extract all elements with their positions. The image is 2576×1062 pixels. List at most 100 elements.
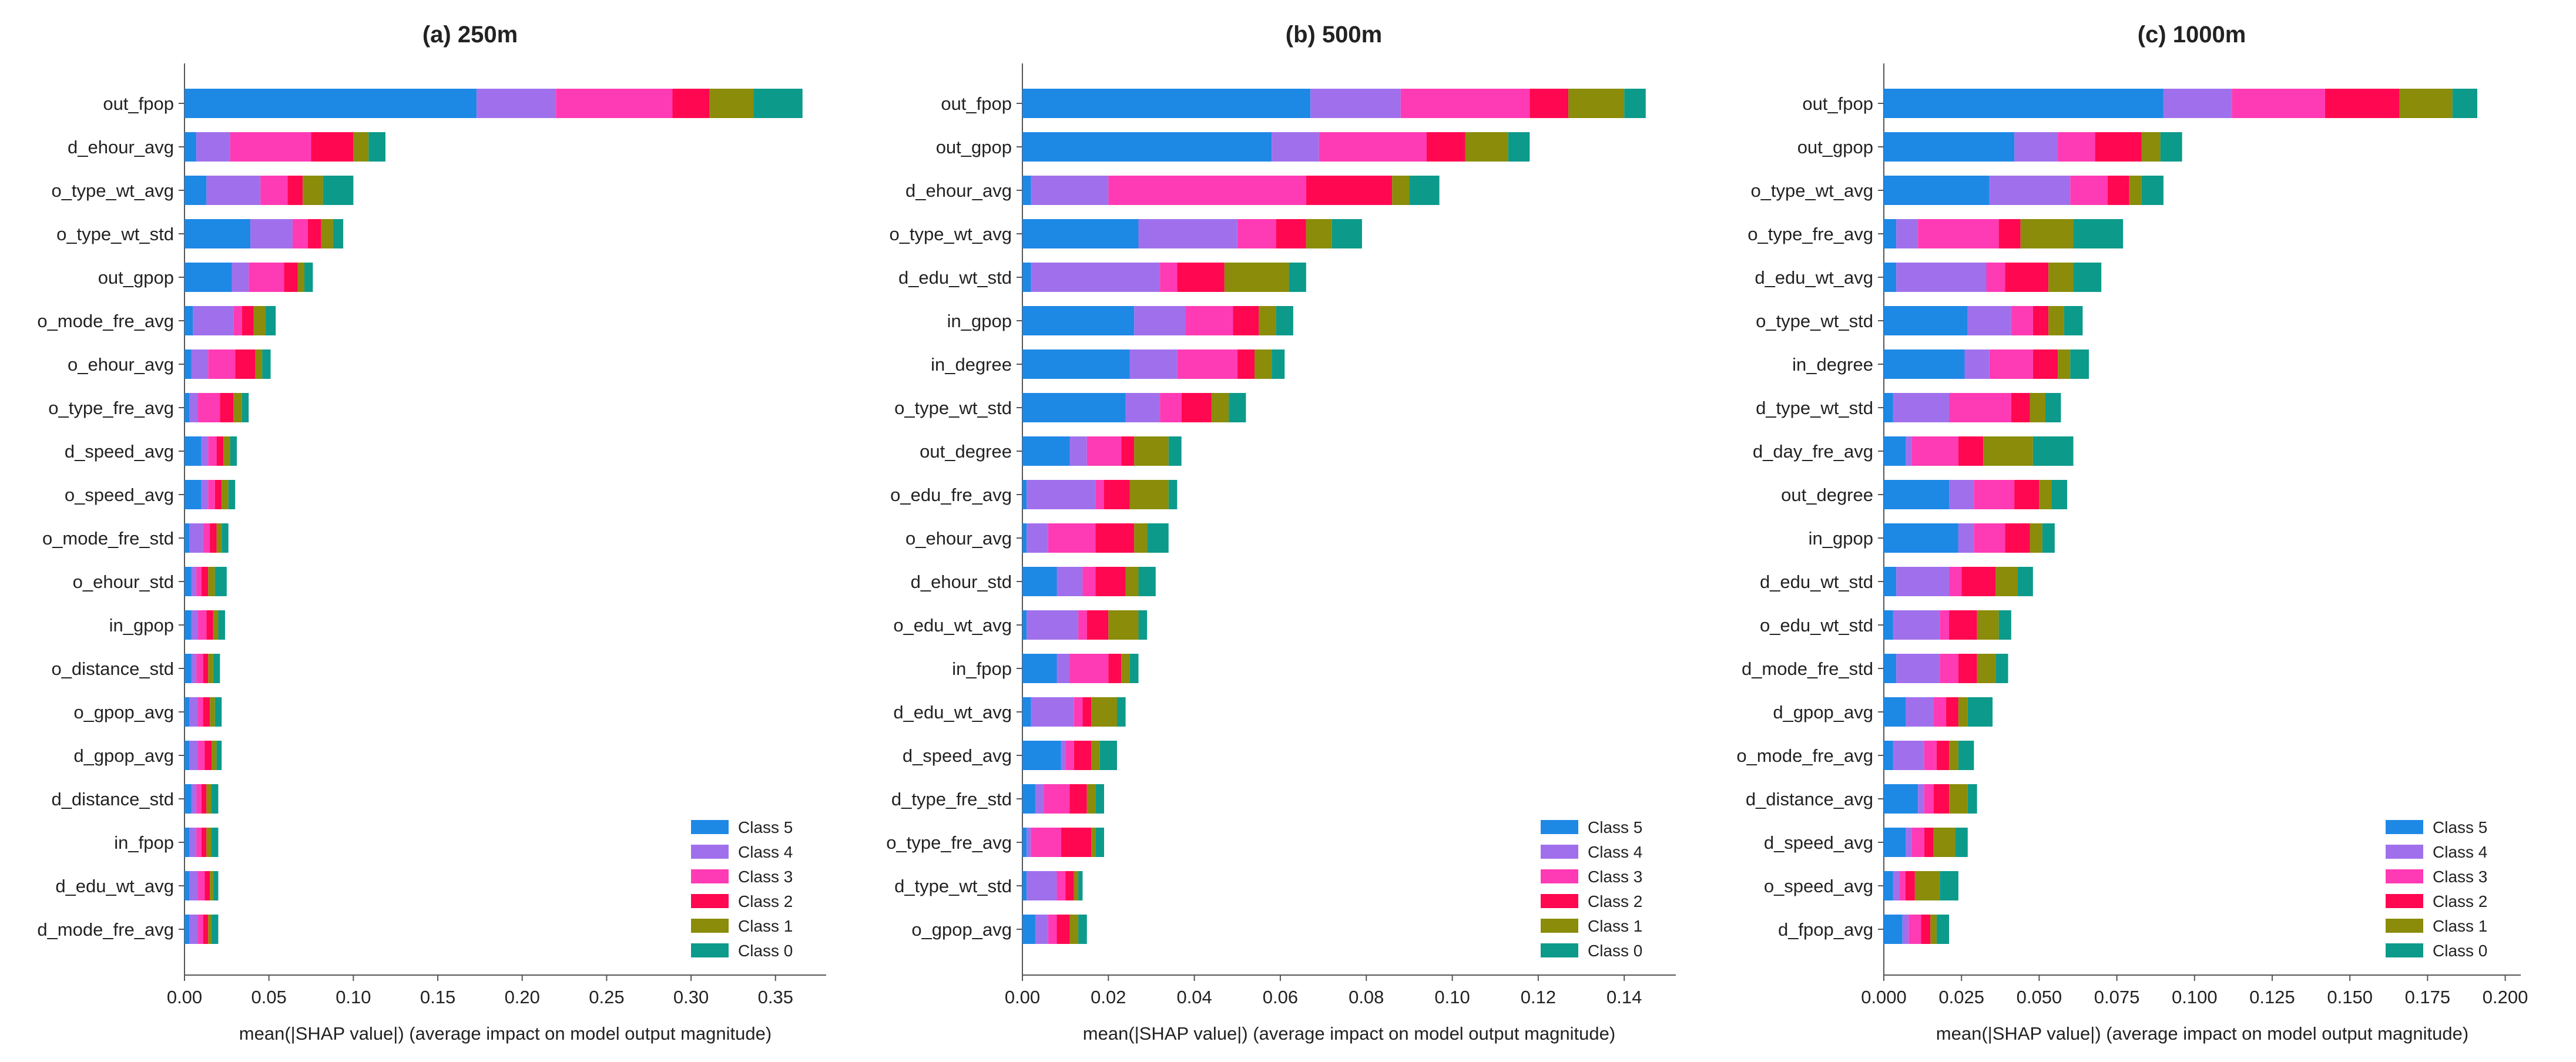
x-tick-label: 0.05	[251, 987, 287, 1007]
bar-segment-class-4	[2163, 89, 2232, 118]
bar-segment-class-0	[1168, 436, 1182, 466]
bar-segment-class-4	[191, 349, 209, 379]
feature-label: o_type_wt_std	[56, 224, 174, 244]
bar-segment-class-5	[1884, 654, 1897, 683]
bar-segment-class-1	[709, 89, 754, 118]
bar-segment-class-3	[208, 480, 215, 509]
bar-segment-class-2	[203, 697, 210, 727]
bar-segment-class-0	[2141, 176, 2164, 205]
bar-segment-class-4	[2014, 132, 2058, 162]
bar-segment-class-2	[1946, 697, 1958, 727]
legend-swatch	[691, 919, 729, 933]
bar-segment-class-1	[213, 610, 219, 640]
bar-segment-class-5	[1884, 306, 1968, 335]
bar-segment-class-5	[185, 784, 192, 814]
bar-segment-class-3	[1160, 263, 1178, 292]
bar-segment-class-5	[1022, 741, 1061, 770]
bar-segment-class-3	[1911, 436, 1958, 466]
bar-segment-class-4	[1893, 610, 1940, 640]
bar-segment-class-3	[196, 567, 202, 596]
bar-segment-class-1	[1977, 610, 1999, 640]
bar-segment-class-3	[1924, 741, 1937, 770]
x-tick-label: 0.02	[1091, 987, 1126, 1007]
bar-segment-class-0	[2032, 436, 2074, 466]
feature-label: out_fpop	[1802, 93, 1873, 114]
bar-segment-class-4	[189, 523, 203, 553]
bar-segment-class-3	[1899, 871, 1906, 900]
bar-segment-class-2	[1237, 349, 1255, 379]
bar-segment-class-3	[197, 871, 205, 900]
bar-segment-class-0	[1168, 480, 1178, 509]
bar-segment-class-2	[1095, 523, 1135, 553]
legend: Class 5 Class 4 Class 3 Class 2 Class 1 Class…	[1541, 818, 1642, 960]
bar-segment-class-3	[2058, 132, 2095, 162]
bar-segment-class-4	[1989, 176, 2071, 205]
bar-segment-class-4	[201, 480, 209, 509]
bar-segment-class-3	[1400, 89, 1530, 118]
feature-label: d_mode_fre_avg	[37, 919, 174, 940]
bar-segment-class-3	[1918, 219, 1999, 248]
legend-label: Class 3	[738, 868, 793, 886]
bar-segment-class-0	[1095, 784, 1104, 814]
bar-segment-class-4	[1056, 567, 1083, 596]
bar-segment-class-1	[353, 132, 369, 162]
bar-segment-class-4	[189, 697, 198, 727]
bar-segment-class-4	[189, 915, 198, 944]
bar-segment-class-0	[1116, 697, 1126, 727]
bar-segment-class-5	[1884, 219, 1897, 248]
bar-segment-class-2	[242, 306, 254, 335]
bar-segment-class-3	[249, 263, 284, 292]
bar-segment-class-0	[1099, 741, 1117, 770]
bar-segment-class-2	[206, 610, 213, 640]
bar-segment-class-5	[185, 306, 193, 335]
bar-segment-class-1	[208, 567, 215, 596]
bar-segment-class-3	[1989, 349, 2033, 379]
bar-segment-class-4	[1134, 306, 1186, 335]
bar-segment-class-2	[1233, 306, 1259, 335]
bar-segment-class-1	[1108, 610, 1139, 640]
bar-segment-class-2	[1906, 871, 1915, 900]
bar-segment-class-1	[222, 480, 229, 509]
bar-segment-class-5	[1022, 697, 1031, 727]
legend-swatch	[1541, 845, 1578, 859]
bar-segment-class-3	[1031, 828, 1061, 857]
feature-label: d_ehour_avg	[68, 137, 174, 157]
bar-segment-class-4	[189, 741, 198, 770]
bar-segment-class-2	[1998, 219, 2021, 248]
legend: Class 5 Class 4 Class 3 Class 2 Class 1 Class…	[2386, 818, 2487, 960]
bar-segment-class-1	[253, 306, 266, 335]
bar-segment-class-3	[196, 784, 202, 814]
panel-1: (a) 250m out_fpop d_ehour_avg o_type_wt_avg…	[37, 22, 826, 1044]
feature-label: o_mode_fre_avg	[1736, 745, 1873, 766]
bar-segment-class-0	[2160, 132, 2182, 162]
bar-segment-class-4	[1893, 393, 1950, 422]
bar-segment-class-0	[213, 871, 219, 900]
feature-label: o_gpop_avg	[911, 919, 1012, 940]
bar-segment-class-5	[1022, 915, 1035, 944]
bar-segment-class-2	[1933, 784, 1950, 814]
feature-label: d_fpop_avg	[1778, 919, 1873, 940]
bar-segment-class-0	[228, 480, 236, 509]
legend-swatch	[691, 894, 729, 908]
bar-segment-class-3	[1082, 567, 1096, 596]
legend-label: Class 4	[1588, 843, 1642, 861]
x-axis-label: mean(|SHAP value|) (average impact on mo…	[1083, 1023, 1615, 1044]
bar-segment-class-2	[1961, 567, 1996, 596]
bar-segment-class-3	[197, 393, 220, 422]
panel-2: (b) 500m out_fpop out_gpop d_ehour_avg o_typ…	[886, 22, 1676, 1044]
bar-segment-class-0	[1940, 871, 1958, 900]
bar-segment-class-5	[1022, 784, 1035, 814]
feature-label: o_speed_avg	[65, 485, 174, 505]
x-tick-label: 0.30	[673, 987, 709, 1007]
bar-segment-class-5	[185, 349, 192, 379]
bar-segment-class-1	[2039, 480, 2052, 509]
bar-segment-class-2	[1177, 263, 1225, 292]
x-tick-label: 0.25	[589, 987, 624, 1007]
bar-segment-class-5	[1022, 263, 1031, 292]
bar-segment-class-2	[201, 567, 209, 596]
bar-segment-class-4	[189, 871, 198, 900]
x-tick-label: 0.050	[2017, 987, 2062, 1007]
bar-segment-class-5	[1022, 523, 1027, 553]
feature-label: d_edu_wt_avg	[893, 702, 1012, 722]
bar-segment-class-2	[1276, 219, 1306, 248]
